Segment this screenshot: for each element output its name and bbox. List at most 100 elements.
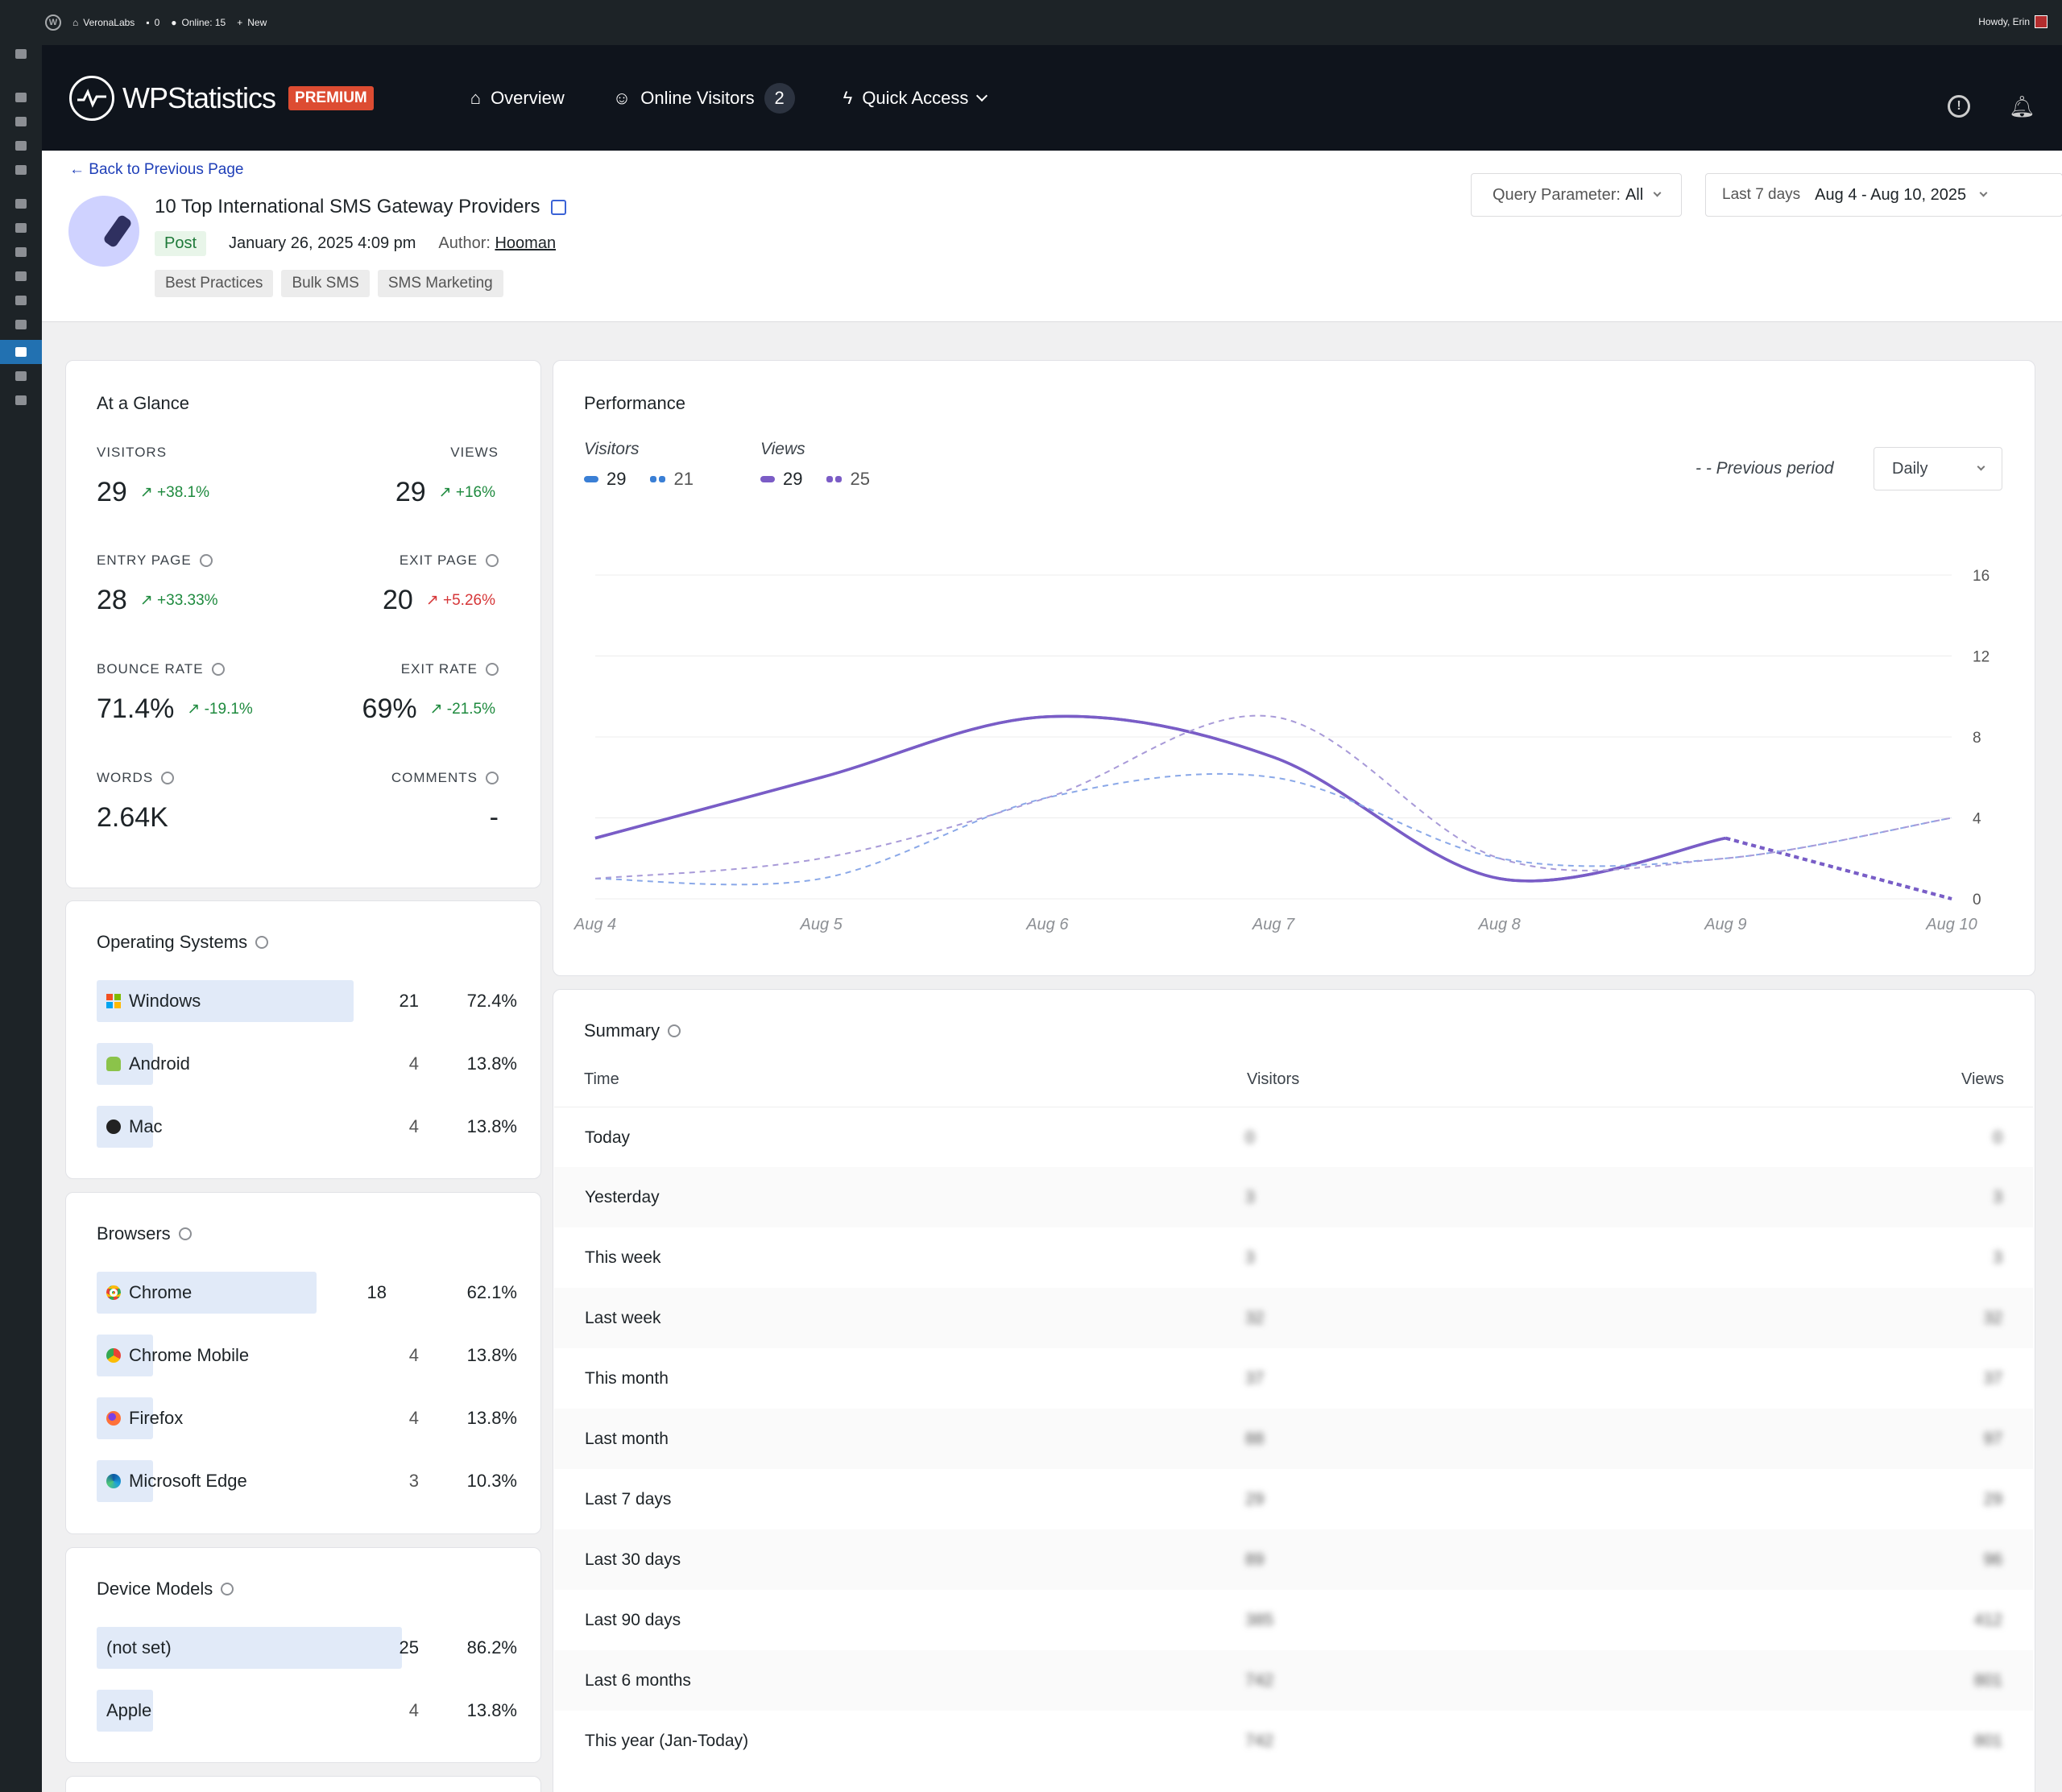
posts-icon[interactable] (0, 89, 42, 106)
row-views: 97 (1983, 1430, 2002, 1448)
operating-systems-card: Operating Systems Windows 21 72.4% Andro… (65, 900, 541, 1179)
info-icon[interactable] (255, 936, 269, 949)
views-legend: Views 29 25 (760, 440, 870, 489)
list-item[interactable]: Firefox 4 13.8% (97, 1397, 517, 1439)
date-range-picker[interactable]: Last 7 days Aug 4 - Aug 10, 2025 (1705, 173, 2062, 217)
android-icon (106, 1057, 121, 1071)
column-header-time[interactable]: Time (584, 1070, 619, 1088)
nav-online-visitors[interactable]: ☺ Online Visitors 2 (613, 82, 795, 114)
card-title: At a Glance (97, 393, 189, 413)
list-item[interactable]: Windows 21 72.4% (97, 980, 517, 1022)
table-row: This month 37 37 (554, 1348, 2033, 1409)
browsers-card: Browsers Chrome 18 62.1% Chrome Mobile 4… (65, 1192, 541, 1534)
new-content-link[interactable]: + New (237, 17, 267, 28)
comments-link[interactable]: ▪ 0 (146, 17, 160, 28)
row-views: 96 (1983, 1550, 2002, 1569)
exit-rate-label: EXIT RATE (401, 661, 499, 677)
legend-swatch (584, 476, 598, 482)
statistics-icon[interactable] (0, 340, 42, 364)
previous-period-legend[interactable]: - - Previous period (1696, 459, 1834, 478)
post-type-badge: Post (155, 231, 207, 256)
row-views: 29 (1983, 1490, 2002, 1509)
dashboard-icon[interactable] (0, 45, 42, 63)
page-title: 10 Top International SMS Gateway Provide… (155, 196, 567, 218)
info-icon[interactable] (486, 663, 499, 676)
bounce-rate-stat: 71.4% ↗ -19.1% (97, 693, 253, 724)
wordpress-logo-icon[interactable]: W (45, 14, 61, 31)
row-time: This month (585, 1369, 669, 1388)
chart-icon[interactable] (0, 367, 42, 385)
list-item[interactable]: Chrome Mobile 4 13.8% (97, 1335, 517, 1376)
x-tick-label: Aug 9 (1704, 916, 1746, 933)
interval-select[interactable]: Daily (1874, 447, 2002, 490)
table-row: This week 3 3 (554, 1227, 2033, 1288)
x-tick-label: Aug 4 (573, 916, 616, 933)
row-visitors: 0 (1245, 1128, 1255, 1147)
circle-icon[interactable] (0, 391, 42, 409)
wp-statistics-logo[interactable]: WPStatistics PREMIUM (69, 75, 374, 121)
account-menu[interactable]: Howdy, Erin (1978, 15, 2048, 28)
pages-icon[interactable] (0, 137, 42, 155)
external-link-icon[interactable] (551, 199, 567, 215)
card-title: Performance (584, 393, 685, 413)
globe-icon: ● (171, 17, 177, 28)
column-header-visitors[interactable]: Visitors (1247, 1070, 1300, 1088)
back-link[interactable]: ← Back to Previous Page (69, 161, 244, 178)
info-icon[interactable] (221, 1583, 234, 1595)
comments-label: COMMENTS (391, 770, 499, 786)
plugins-icon[interactable] (0, 219, 42, 237)
tag[interactable]: Best Practices (155, 270, 274, 297)
settings-icon[interactable] (0, 292, 42, 309)
nav-overview[interactable]: ⌂ Overview (470, 87, 565, 108)
list-item[interactable]: (not set) 25 86.2% (97, 1627, 517, 1669)
appearance-icon[interactable] (0, 195, 42, 213)
bell-icon[interactable]: 🔔︎ (2009, 94, 2036, 118)
at-a-glance-card: At a Glance VISITORS 29 ↗ +38.1% VIEWS 29… (65, 360, 541, 888)
table-row: Last week 32 32 (554, 1288, 2033, 1348)
list-item[interactable]: Chrome 18 62.1% (97, 1272, 517, 1314)
row-views: 412 (1973, 1611, 2002, 1629)
y-tick-label: 16 (1973, 568, 1990, 585)
row-visitors: 3 (1245, 1248, 1255, 1267)
apple-icon (106, 1119, 121, 1134)
row-time: Last week (585, 1309, 661, 1327)
card-title: Operating Systems (97, 932, 269, 953)
tag[interactable]: Bulk SMS (281, 270, 370, 297)
info-icon[interactable] (668, 1024, 681, 1037)
x-tick-label: Aug 10 (1925, 916, 1977, 933)
table-row: Today 0 0 (554, 1107, 2033, 1167)
info-icon[interactable] (486, 772, 499, 784)
info-icon[interactable] (178, 1227, 192, 1240)
users-icon[interactable] (0, 243, 42, 261)
author-link[interactable]: Hooman (495, 234, 557, 252)
list-item[interactable]: Mac 4 13.8% (97, 1106, 517, 1148)
column-header-views[interactable]: Views (1961, 1070, 2004, 1088)
tools-icon[interactable] (0, 267, 42, 285)
info-icon[interactable] (199, 554, 213, 567)
comments-icon[interactable] (0, 161, 42, 179)
legend-swatch-dashed (826, 476, 843, 482)
row-views: 801 (1973, 1732, 2002, 1750)
y-tick-label: 12 (1973, 649, 1990, 666)
card-title: Browsers (97, 1223, 192, 1244)
share-bar (97, 1460, 153, 1502)
x-tick-label: Aug 8 (1478, 916, 1521, 933)
site-name-link[interactable]: ⌂ VeronaLabs (72, 17, 135, 28)
list-item[interactable]: Android 4 13.8% (97, 1043, 517, 1085)
table-row: Last month 88 97 (554, 1409, 2033, 1469)
nav-quick-access[interactable]: ϟ Quick Access (843, 88, 988, 109)
list-item[interactable]: Apple 4 13.8% (97, 1690, 517, 1732)
query-parameter-dropdown[interactable]: Query Parameter: All (1471, 173, 1683, 217)
list-item[interactable]: Microsoft Edge 3 10.3% (97, 1460, 517, 1502)
info-icon[interactable] (486, 554, 499, 567)
info-icon[interactable] (211, 663, 225, 676)
post-thumbnail (68, 196, 139, 267)
brand-name: WPStatistics (122, 81, 276, 114)
comments-stat: - (489, 802, 499, 833)
online-link[interactable]: ● Online: 15 (171, 17, 226, 28)
tag[interactable]: SMS Marketing (377, 270, 503, 297)
media-icon[interactable] (0, 113, 42, 130)
mail-icon[interactable] (0, 316, 42, 333)
info-icon[interactable] (161, 772, 175, 784)
alert-icon[interactable]: ! (1948, 95, 1970, 118)
